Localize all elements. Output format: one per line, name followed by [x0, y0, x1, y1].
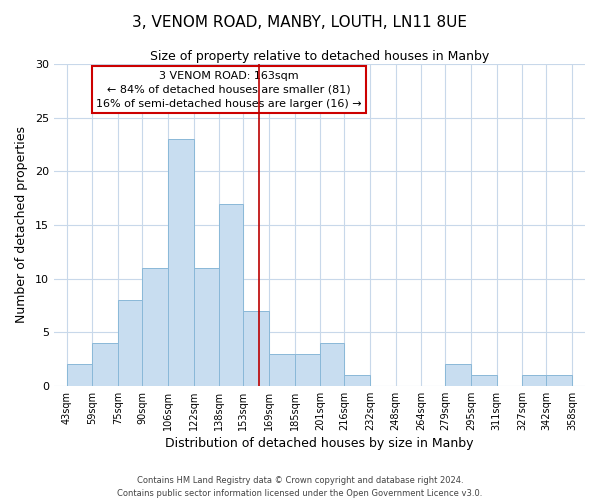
Bar [142, 268, 168, 386]
Bar [269, 354, 295, 386]
Bar [92, 343, 118, 386]
Text: 3 VENOM ROAD: 163sqm
← 84% of detached houses are smaller (81)
16% of semi-detac: 3 VENOM ROAD: 163sqm ← 84% of detached h… [97, 70, 362, 108]
Bar [243, 311, 269, 386]
Bar [118, 300, 142, 386]
Bar [547, 375, 572, 386]
Y-axis label: Number of detached properties: Number of detached properties [15, 126, 28, 324]
Bar [344, 375, 370, 386]
Bar [168, 139, 194, 386]
Bar [67, 364, 92, 386]
Bar [523, 375, 547, 386]
Bar [219, 204, 243, 386]
Bar [445, 364, 471, 386]
Title: Size of property relative to detached houses in Manby: Size of property relative to detached ho… [150, 50, 489, 63]
Text: 3, VENOM ROAD, MANBY, LOUTH, LN11 8UE: 3, VENOM ROAD, MANBY, LOUTH, LN11 8UE [133, 15, 467, 30]
Bar [320, 343, 344, 386]
Text: Contains HM Land Registry data © Crown copyright and database right 2024.
Contai: Contains HM Land Registry data © Crown c… [118, 476, 482, 498]
Bar [295, 354, 320, 386]
Bar [194, 268, 219, 386]
Bar [471, 375, 497, 386]
X-axis label: Distribution of detached houses by size in Manby: Distribution of detached houses by size … [165, 437, 474, 450]
